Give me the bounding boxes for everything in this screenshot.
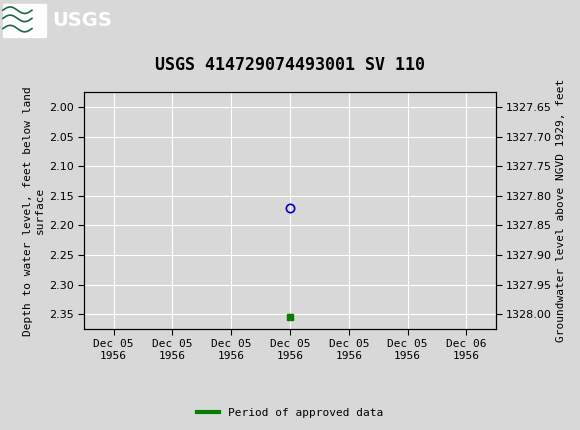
- Text: USGS: USGS: [52, 11, 112, 30]
- FancyBboxPatch shape: [3, 4, 46, 37]
- Y-axis label: Depth to water level, feet below land
surface: Depth to water level, feet below land su…: [23, 86, 45, 335]
- Legend: Period of approved data: Period of approved data: [193, 403, 387, 422]
- Text: USGS 414729074493001 SV 110: USGS 414729074493001 SV 110: [155, 55, 425, 74]
- Y-axis label: Groundwater level above NGVD 1929, feet: Groundwater level above NGVD 1929, feet: [556, 79, 567, 342]
